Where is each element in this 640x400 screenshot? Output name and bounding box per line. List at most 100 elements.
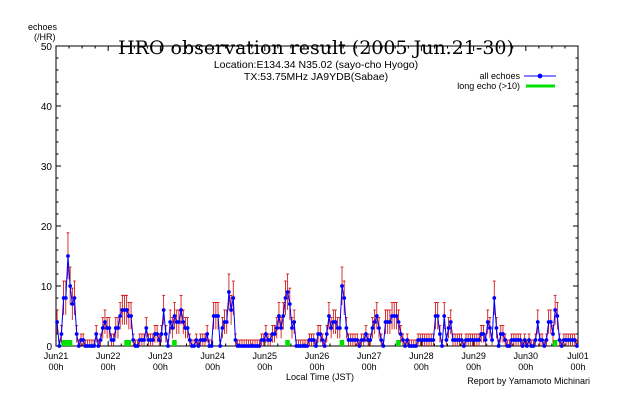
all-echoes-point [572, 338, 577, 342]
x-tick-label-date: Jun26 [305, 351, 330, 361]
all-echoes-point [66, 254, 70, 258]
y-tick-label: 40 [41, 102, 53, 113]
x-tick-label-date: Jun28 [409, 351, 434, 361]
all-echoes-point [124, 308, 129, 312]
all-echoes-point [531, 344, 536, 348]
all-echoes-point [68, 284, 73, 288]
all-echoes-point [272, 332, 277, 336]
all-echoes-point [277, 314, 281, 318]
all-echoes-point [305, 344, 310, 348]
all-echoes-point [70, 302, 75, 306]
all-echoes-point [63, 296, 68, 300]
all-echoes-point [142, 338, 146, 342]
y-tick-label: 20 [41, 222, 53, 233]
all-echoes-point [135, 344, 140, 348]
all-echoes-point [437, 332, 442, 336]
all-echoes-point [448, 320, 453, 324]
all-echoes-point [218, 344, 223, 348]
legend-marker-all-echoes [537, 73, 543, 79]
all-echoes-point [100, 326, 105, 330]
all-echoes-point [59, 332, 64, 336]
x-tick-label-date: Jun22 [96, 351, 121, 361]
all-echoes-point [485, 320, 490, 324]
x-tick-label-date: Jun27 [357, 351, 382, 361]
x-tick-label-date: Jun25 [253, 351, 278, 361]
y-tick-label: 30 [41, 162, 53, 173]
all-echoes-point [274, 326, 279, 330]
all-echoes-point [483, 338, 488, 342]
legend-label-all-echoes: all echoes [479, 71, 520, 81]
all-echoes-point [229, 308, 233, 312]
x-tick-label-date: Jun21 [44, 351, 69, 361]
all-echoes-point [261, 338, 266, 342]
all-echoes-point [368, 338, 373, 342]
all-echoes-point [387, 320, 392, 324]
all-echoes-point [231, 296, 236, 300]
x-tick-label-hour: 00h [466, 362, 481, 372]
all-echoes-point [444, 338, 449, 342]
error-bars [55, 232, 579, 346]
all-echoes-point [372, 320, 377, 324]
all-echoes-point [459, 338, 464, 342]
all-echoes-point [96, 344, 101, 348]
x-tick-label-date: Jun24 [200, 351, 225, 361]
x-tick-label-hour: 00h [205, 362, 220, 372]
legend: all echoes long echo (>10) [457, 71, 556, 91]
all-echoes-point [279, 326, 284, 330]
all-echoes-point [92, 344, 96, 348]
all-echoes-point [157, 338, 162, 342]
all-echoes-point [185, 326, 190, 330]
all-echoes-point [233, 338, 238, 342]
y-axis: 0 10 20 30 40 50 [41, 42, 578, 353]
all-echoes-point [150, 338, 155, 342]
all-echoes-point [370, 326, 375, 330]
all-echoes-point [166, 344, 170, 348]
all-echoes-point [520, 344, 525, 348]
all-echoes-point [163, 332, 168, 336]
all-echoes-point [176, 320, 181, 324]
all-echoes-point [518, 338, 523, 342]
all-echoes-point [224, 320, 229, 324]
all-echoes-point [103, 320, 107, 324]
all-echoes-point [551, 332, 555, 336]
all-echoes-point [194, 338, 199, 342]
all-echoes-point [548, 320, 553, 324]
all-echoes-point [320, 338, 325, 342]
all-echoes-point [181, 320, 186, 324]
all-echoes-point [401, 338, 405, 342]
all-echoes-point [81, 338, 86, 342]
all-echoes-point [442, 314, 447, 318]
all-echoes-point [55, 320, 59, 324]
chart-subtitle-location: Location:E134.34 N35.02 (sayo-cho Hyogo) [214, 59, 418, 71]
all-echoes-point [57, 344, 62, 348]
plot-frame [55, 45, 579, 347]
all-echoes-point [322, 344, 327, 348]
all-echoes-point [461, 344, 466, 348]
all-echoes-point [533, 338, 538, 342]
all-echoes-point [481, 332, 486, 336]
all-echoes-point [337, 326, 342, 330]
all-echoes-point [209, 344, 214, 348]
all-echoes-point [155, 332, 160, 336]
x-tick-label-hour: 00h [257, 362, 272, 372]
all-echoes-point [76, 344, 81, 348]
all-echoes-point [535, 320, 540, 324]
all-echoes-point [527, 338, 531, 342]
x-axis-label: Local Time (JST) [286, 372, 354, 382]
x-tick-label-date: Jun30 [514, 351, 539, 361]
all-echoes-point [172, 314, 177, 318]
y-axis-label-line2: (/HR) [34, 32, 56, 42]
x-tick-label-hour: 00h [362, 362, 377, 372]
all-echoes-point [446, 326, 451, 330]
all-echoes-point [324, 332, 329, 336]
long-echo-series [61, 340, 558, 346]
all-echoes-point [557, 338, 562, 342]
all-echoes-point [490, 338, 494, 342]
all-echoes-point [344, 326, 349, 330]
all-echoes-point [129, 314, 133, 318]
all-echoes-point [435, 314, 440, 318]
all-echoes-point [268, 338, 273, 342]
all-echoes-point [361, 338, 366, 342]
all-echoes-series [55, 254, 579, 348]
